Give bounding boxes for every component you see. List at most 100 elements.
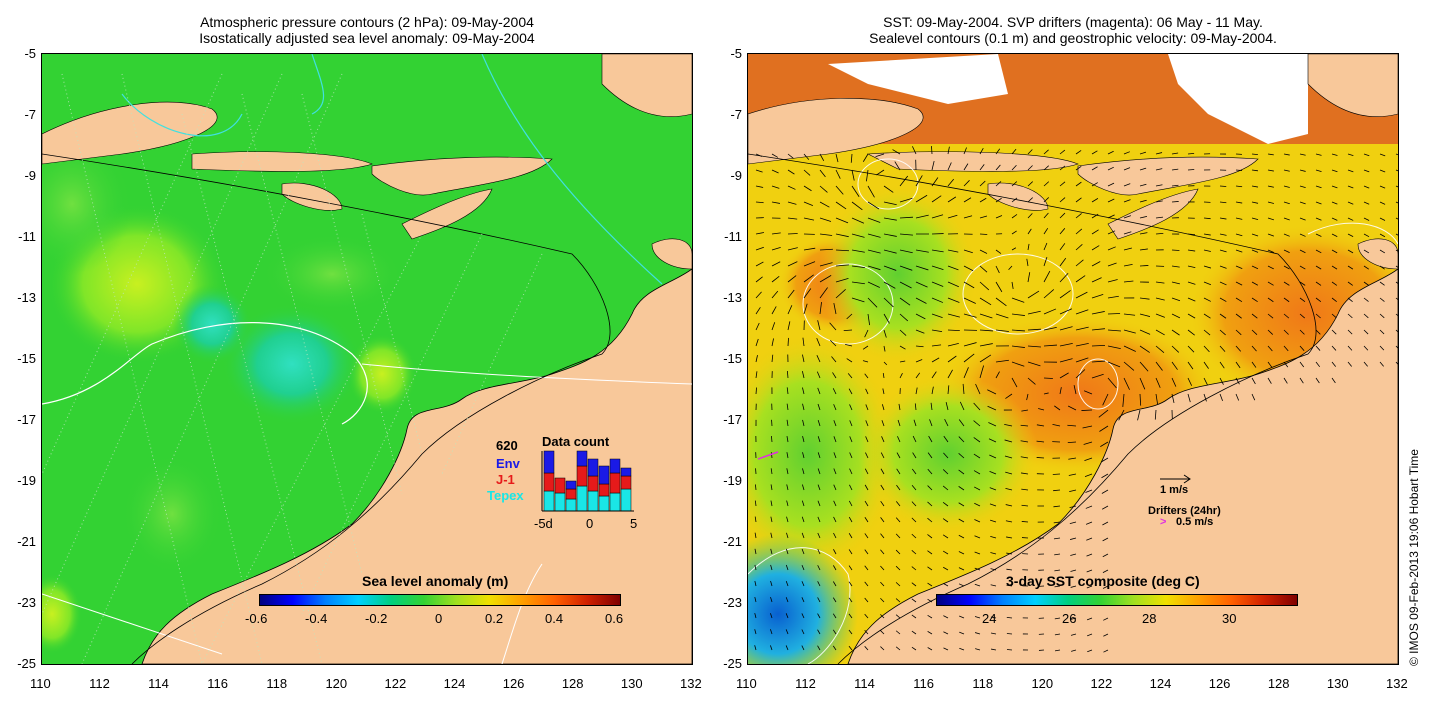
velocity-arrow [832,613,837,619]
velocity-arrow [817,597,821,603]
velocity-arrow [803,288,812,299]
velocity-arrow [851,249,865,253]
velocity-arrow [787,217,798,220]
velocity-arrow [819,185,828,193]
sst-cbar-tick-1: 26 [1062,611,1077,626]
velocity-arrow [1171,393,1175,404]
velocity-arrow [1011,377,1018,388]
velocity-arrow [1086,537,1093,541]
velocity-arrow [1315,297,1322,303]
velocity-arrow [958,567,965,571]
right-lat-tick: -7 [730,107,742,122]
velocity-arrow [987,389,997,395]
velocity-arrow [995,197,1002,203]
velocity-arrow [958,453,965,459]
velocity-arrow [883,281,896,289]
velocity-arrow [1283,233,1290,237]
velocity-arrow [817,565,821,571]
velocity-arrow [942,534,949,539]
velocity-arrow [1379,281,1385,286]
velocity-arrow [974,583,981,587]
velocity-arrow [1102,569,1109,573]
velocity-arrow [943,583,949,587]
velocity-arrow [1155,297,1165,301]
velocity-arrow [1101,473,1109,479]
velocity-arrow [1235,313,1242,319]
velocity-arrow [1299,297,1306,303]
velocity-arrow [1235,185,1243,188]
velocity-arrow [770,468,773,475]
velocity-arrow [1052,423,1061,427]
velocity-arrow [1363,169,1370,173]
velocity-arrow [817,484,821,491]
velocity-arrow [787,201,797,205]
velocity-arrow [1395,233,1398,236]
velocity-arrow [801,516,805,523]
velocity-arrow [819,262,833,267]
velocity-arrow [975,383,981,395]
drifters-scale-label: 0.5 m/s [1176,516,1214,528]
velocity-arrow [1107,150,1114,155]
velocity-arrow [1267,345,1273,352]
velocity-arrow [1363,361,1368,367]
velocity-arrow [958,419,965,427]
velocity-arrow [1020,472,1029,475]
velocity-arrow [835,277,849,283]
velocity-arrow [1054,405,1061,411]
velocity-arrow [979,215,988,219]
velocity-arrow [851,217,865,224]
velocity-arrow [833,500,837,507]
velocity-arrow [1085,505,1093,509]
velocity-arrow [897,436,901,443]
velocity-arrow [1027,228,1032,235]
velocity-arrow [1091,311,1105,315]
velocity-arrow [1054,649,1061,652]
velocity-arrow [1299,345,1305,351]
velocity-arrow [911,501,917,507]
velocity-arrow [931,357,940,363]
velocity-arrow [1091,293,1104,299]
velocity-arrow [1086,617,1093,621]
velocity-arrow [755,201,764,204]
legend-env: Env [496,456,520,471]
velocity-arrow [1187,281,1196,285]
velocity-arrow [1203,329,1211,336]
velocity-arrow [851,185,860,197]
velocity-arrow [1101,489,1109,494]
velocity-arrow [830,339,837,347]
velocity-arrow [1084,473,1093,477]
velocity-arrow [1347,233,1354,238]
velocity-arrow [1171,313,1181,319]
velocity-arrow [1267,265,1274,270]
velocity-arrow [1267,297,1274,303]
velocity-arrow [958,502,965,507]
velocity-arrow [1251,329,1258,336]
velocity-arrow [1021,504,1029,507]
velocity-arrow [912,452,917,459]
velocity-arrow [1331,265,1338,270]
velocity-arrow [1251,169,1259,172]
right-lon-tick: 110 [736,676,757,691]
velocity-arrow [1006,536,1013,539]
velocity-arrow [1004,424,1013,427]
velocity-arrow [1021,521,1029,523]
velocity-arrow [942,550,949,555]
velocity-arrow [1107,279,1118,283]
velocity-arrow [1315,281,1322,286]
left-title-line2: Isostatically adjusted sea level anomaly… [199,30,535,46]
velocity-arrow [1171,329,1180,336]
velocity-arrow [911,646,917,651]
velocity-arrow [787,233,798,235]
velocity-arrow [848,597,853,603]
velocity-arrow [755,322,760,331]
velocity-arrow [911,485,917,491]
velocity-arrow [1395,153,1398,156]
velocity-arrow [1235,329,1242,336]
velocity-arrow [1379,169,1386,173]
velocity-arrow [867,233,881,238]
velocity-arrow [832,597,837,603]
velocity-arrow [882,388,885,395]
velocity-arrow [947,281,959,288]
velocity-arrow [803,247,816,251]
velocity-arrow [755,232,765,235]
